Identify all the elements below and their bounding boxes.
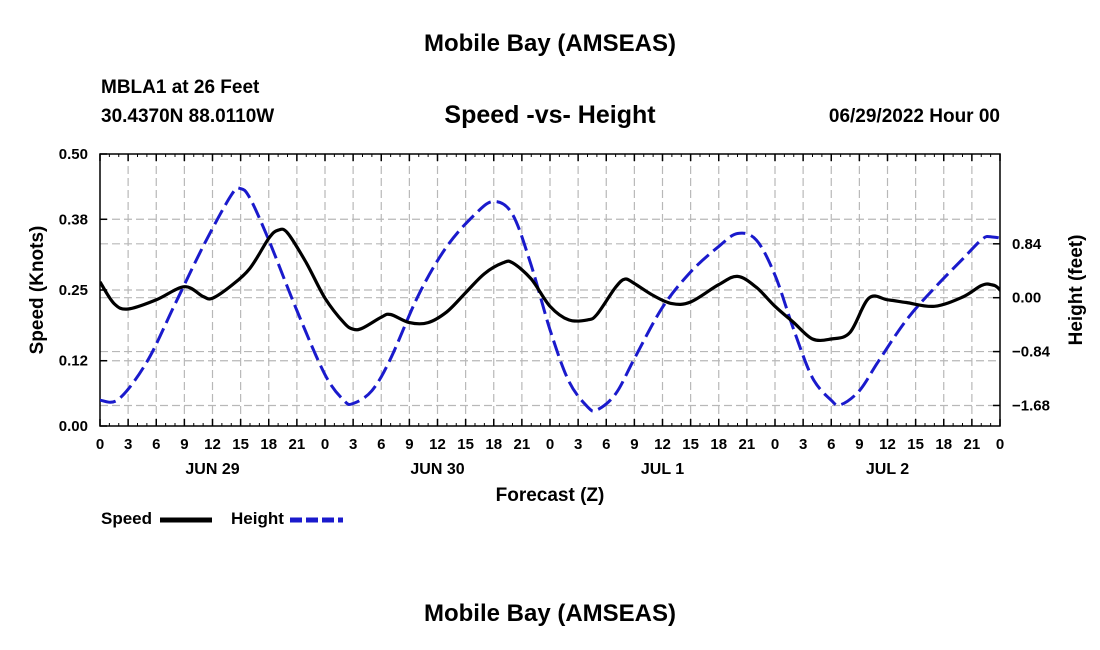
x-tick-label: 18 xyxy=(710,436,727,453)
x-tick-label: 9 xyxy=(180,436,188,453)
x-tick-label: 21 xyxy=(964,436,981,453)
y-tick-label-right: 0.00 xyxy=(1012,290,1041,307)
second-chart-title: Mobile Bay (AMSEAS) xyxy=(423,600,677,627)
x-tick-label: 6 xyxy=(152,436,160,453)
plot-area xyxy=(100,186,1000,413)
x-tick-label: 12 xyxy=(879,436,896,453)
x-tick-label: 0 xyxy=(996,436,1004,453)
y-axis-title-right: Height (feet) xyxy=(1066,235,1087,346)
legend-speed-label: Speed xyxy=(101,509,153,528)
x-tick-label: 18 xyxy=(485,436,502,453)
x-tick-label: 0 xyxy=(546,436,554,453)
y-tick-label-left: 0.25 xyxy=(59,282,88,299)
x-axis-title: Forecast (Z) xyxy=(496,485,605,506)
x-tick-label: 15 xyxy=(907,436,924,453)
legend-speed: Speed xyxy=(101,509,152,529)
y-tick-label-left: 0.00 xyxy=(59,418,88,435)
forecast-datetime: 06/29/2022 Hour 00 xyxy=(828,106,1000,127)
x-tick-label: 3 xyxy=(799,436,807,453)
x-tick-label: 18 xyxy=(260,436,277,453)
x-tick-label: 9 xyxy=(405,436,413,453)
y-tick-label-right: −0.84 xyxy=(1012,344,1051,361)
x-tick-label: 21 xyxy=(739,436,756,453)
legend-height-label: Height xyxy=(231,509,284,528)
legend-height-swatch xyxy=(290,517,343,523)
y-axis-title-left: Speed (Knots) xyxy=(27,226,48,355)
y-tick-label-left: 0.38 xyxy=(59,211,88,228)
legend-height: Height xyxy=(231,509,284,529)
x-tick-label: 3 xyxy=(574,436,582,453)
x-tick-label: 9 xyxy=(855,436,863,453)
x-tick-label: 6 xyxy=(377,436,385,453)
y-tick-label-right: −1.68 xyxy=(1012,397,1050,414)
x-tick-label: 12 xyxy=(429,436,446,453)
height-series-line xyxy=(100,186,1000,413)
x-tick-label: 12 xyxy=(654,436,671,453)
x-tick-label: 6 xyxy=(827,436,835,453)
x-tick-label: 12 xyxy=(204,436,221,453)
day-label: JUN 29 xyxy=(185,461,239,478)
x-tick-label: 21 xyxy=(289,436,306,453)
y-tick-label-left: 0.50 xyxy=(59,146,88,163)
x-tick-label: 18 xyxy=(935,436,952,453)
x-tick-label: 15 xyxy=(682,436,699,453)
y-tick-label-left: 0.12 xyxy=(59,353,88,370)
station-label: MBLA1 at 26 Feet xyxy=(101,77,260,98)
legend-speed-swatch xyxy=(160,517,212,523)
day-label: JUN 30 xyxy=(410,461,464,478)
x-tick-label: 0 xyxy=(771,436,779,453)
speed-series-line xyxy=(100,227,1000,343)
x-tick-label: 0 xyxy=(96,436,104,453)
x-tick-label: 15 xyxy=(457,436,474,453)
day-label: JUL 2 xyxy=(866,461,909,478)
x-tick-label: 3 xyxy=(124,436,132,453)
x-tick-label: 9 xyxy=(630,436,638,453)
station-coordinates: 30.4370N 88.0110W xyxy=(101,106,275,127)
y-tick-label-right: 0.84 xyxy=(1012,236,1042,253)
x-tick-label: 6 xyxy=(602,436,610,453)
x-tick-label: 0 xyxy=(321,436,329,453)
x-tick-label: 21 xyxy=(514,436,531,453)
day-label: JUL 1 xyxy=(641,461,684,478)
chart-title: Mobile Bay (AMSEAS) xyxy=(423,30,677,57)
chart-subtitle: Speed -vs- Height xyxy=(444,101,656,129)
x-tick-label: 3 xyxy=(349,436,357,453)
x-tick-label: 15 xyxy=(232,436,249,453)
